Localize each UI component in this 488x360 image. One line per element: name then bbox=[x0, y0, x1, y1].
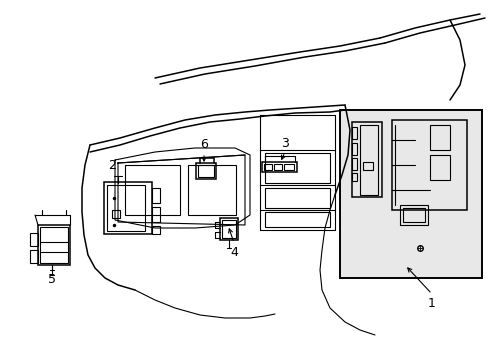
Bar bbox=[152, 207, 160, 222]
Bar bbox=[402, 208, 424, 222]
Bar bbox=[429, 125, 449, 150]
Bar bbox=[429, 155, 449, 180]
Bar bbox=[196, 163, 216, 179]
Bar bbox=[351, 127, 356, 139]
Bar bbox=[351, 158, 356, 170]
Text: 3: 3 bbox=[281, 137, 288, 150]
Bar bbox=[104, 182, 152, 234]
Bar bbox=[107, 185, 145, 231]
Bar bbox=[187, 165, 236, 215]
Bar bbox=[359, 125, 377, 195]
Text: 4: 4 bbox=[229, 246, 238, 259]
Bar bbox=[264, 164, 271, 170]
Bar bbox=[125, 165, 180, 215]
Bar bbox=[399, 205, 427, 225]
Text: 1: 1 bbox=[427, 297, 435, 310]
Bar bbox=[38, 225, 70, 265]
Bar bbox=[351, 173, 356, 181]
Bar bbox=[264, 188, 329, 208]
Bar bbox=[262, 162, 296, 172]
Bar bbox=[152, 188, 160, 203]
Bar bbox=[30, 233, 38, 246]
Bar bbox=[30, 250, 38, 263]
Text: 2: 2 bbox=[108, 159, 116, 172]
Bar bbox=[222, 220, 236, 238]
Bar bbox=[351, 122, 381, 197]
Bar bbox=[220, 218, 238, 240]
Bar bbox=[339, 110, 481, 278]
Bar bbox=[284, 164, 293, 170]
Bar bbox=[362, 162, 372, 170]
Bar bbox=[351, 143, 356, 155]
Bar bbox=[264, 153, 329, 183]
Bar bbox=[273, 164, 282, 170]
Text: 5: 5 bbox=[48, 273, 56, 286]
Text: 6: 6 bbox=[200, 138, 207, 151]
Bar bbox=[152, 226, 160, 234]
Bar bbox=[198, 165, 214, 177]
Bar bbox=[112, 210, 120, 218]
Bar bbox=[40, 227, 68, 263]
Bar bbox=[264, 212, 329, 227]
Bar bbox=[391, 120, 466, 210]
